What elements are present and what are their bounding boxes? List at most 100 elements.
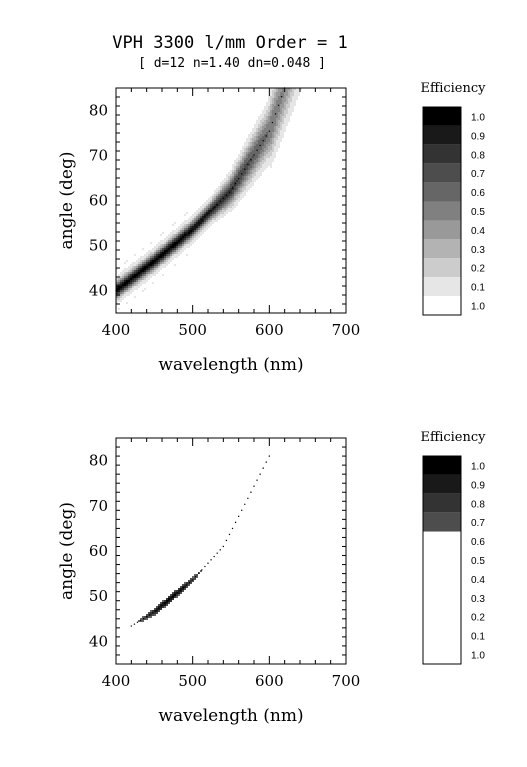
legend-label: 0.5 (471, 556, 485, 567)
ridge-point (176, 592, 179, 594)
ridge-point (149, 614, 151, 616)
ridge-point (225, 539, 228, 542)
ridge-point (201, 219, 203, 221)
legend-swatch (423, 201, 461, 221)
legend-swatch (423, 645, 461, 664)
ridge-point (213, 555, 215, 558)
ridge-point (155, 259, 157, 261)
y-tick-label: 70 (89, 497, 108, 515)
ridge-point (130, 625, 133, 627)
ridge-point (182, 236, 185, 238)
ridge-point (173, 243, 175, 246)
ridge-point (179, 589, 182, 591)
ridge-point (219, 549, 221, 551)
ridge-point (222, 197, 225, 200)
ridge-point (241, 173, 243, 175)
legend-swatch (423, 107, 461, 126)
legend-label: 0.7 (471, 518, 485, 529)
ridge-point (155, 610, 157, 612)
legend-label: 0.8 (471, 150, 485, 161)
legend-swatch (423, 182, 461, 202)
ridge-point (158, 256, 160, 259)
ridge-point (216, 203, 218, 206)
ridge-point (121, 285, 123, 287)
y-tick-label: 40 (89, 632, 108, 650)
ridge-point (182, 586, 185, 589)
legend-label: 0.2 (471, 264, 485, 275)
legend-swatch (423, 474, 461, 494)
ridge-point (262, 140, 264, 142)
legend-swatch (423, 569, 461, 589)
efficiency-map (116, 88, 308, 313)
bottom-efficiency-panel: 400 500 600 700 40 50 60 70 80 wavelength (nm) ang… (57, 430, 486, 726)
ridge-point (185, 233, 188, 236)
y-tick-label: 60 (89, 192, 108, 210)
ridge-point (237, 515, 240, 518)
legend-label: 0.9 (471, 131, 485, 142)
ridge-point (219, 200, 221, 203)
ridge-point (237, 178, 240, 180)
plot-frame (115, 437, 347, 665)
ridge-point (158, 607, 160, 609)
ridge-point (136, 273, 139, 275)
ridge-point (201, 569, 203, 571)
ridge-point (145, 266, 148, 268)
legend-swatch (423, 607, 461, 627)
x-tick-label: 700 (332, 321, 361, 339)
ridge-point (145, 615, 148, 618)
legend-swatch (423, 550, 461, 570)
ridge-point (213, 206, 215, 209)
ridge-point (173, 594, 175, 597)
ridge-point (185, 584, 188, 586)
legend-label: 0.1 (471, 632, 485, 643)
ridge-point (216, 552, 218, 554)
ridge-point (179, 238, 182, 241)
ridge-point (152, 612, 154, 614)
ridge-point (204, 216, 206, 218)
legend-swatch (423, 531, 461, 551)
y-tick-label: 50 (89, 587, 108, 605)
ridge-point (133, 623, 136, 625)
legend-swatch (423, 626, 461, 646)
ridge-point (118, 287, 120, 289)
ridge-point (152, 261, 154, 264)
y-tick-label: 70 (89, 147, 108, 165)
x-axis-label: wavelength (nm) (158, 355, 303, 375)
y-axis-label: angle (deg) (57, 502, 77, 600)
y-tick-label: 60 (89, 542, 108, 560)
plot-frame (115, 87, 347, 314)
ridge-point (231, 527, 234, 530)
legend-swatch (423, 456, 461, 475)
ridge-point (198, 222, 200, 224)
ridge-point (161, 254, 163, 256)
ridge-point (256, 149, 258, 151)
legend-label: 1.0 (471, 461, 485, 472)
legend-label: 1.0 (471, 302, 485, 313)
ridge-point (142, 268, 145, 271)
efficiency-map (138, 570, 202, 622)
ridge-point (149, 264, 151, 266)
ridge-point (277, 104, 280, 106)
ridge-point (195, 225, 197, 227)
ridge-point (142, 617, 145, 620)
legend-swatch (423, 163, 461, 183)
legend-label: 0.9 (471, 480, 485, 491)
ridge-point (176, 241, 179, 243)
ridge-point (170, 597, 172, 599)
y-tick-label: 50 (89, 237, 108, 255)
y-tick-label: 40 (89, 282, 108, 300)
legend-label: 0.1 (471, 283, 485, 294)
y-tick-label: 80 (89, 102, 108, 120)
ridge-point (188, 231, 191, 233)
ridge-point (204, 565, 206, 568)
ridge-point (259, 144, 261, 147)
chart-title: VPH 3300 l/mm Order = 1 (112, 33, 347, 53)
legend-swatch (423, 220, 461, 240)
ridge-point (136, 621, 139, 623)
legend-label: 0.2 (471, 613, 485, 624)
ridge-point (164, 602, 166, 604)
x-tick-label: 500 (178, 672, 207, 690)
ridge-point (130, 278, 133, 280)
ridge-point (250, 491, 252, 493)
